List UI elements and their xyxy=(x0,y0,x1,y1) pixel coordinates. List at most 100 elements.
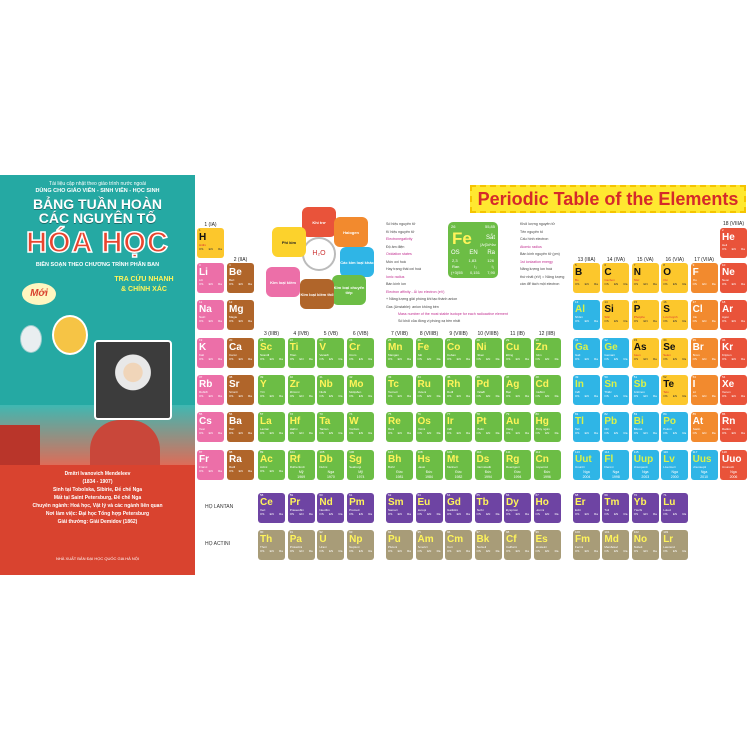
key-label-right: Mass number of the most stable isotope f… xyxy=(398,312,508,316)
cell-header: OS xyxy=(199,469,204,473)
cell-header: EN xyxy=(397,431,402,435)
cell-headers: OS EN Ra xyxy=(604,394,627,399)
cell-headers: OS EN Ra xyxy=(663,319,686,324)
element-name: Tantan xyxy=(319,427,329,431)
atomic-number: 73 xyxy=(319,412,323,416)
discovery-country: Nga xyxy=(730,470,737,474)
element-cell-mg: 12 Mg Magie OS EN Ra xyxy=(227,300,254,330)
element-symbol: Bh xyxy=(388,454,402,465)
atomic-number: 13 xyxy=(575,300,579,304)
atomic-number: 93 xyxy=(349,530,353,534)
cell-header: Ra xyxy=(682,549,687,553)
cell-header: OS xyxy=(349,357,354,361)
cell-header: Ra xyxy=(741,431,745,435)
cell-header: OS xyxy=(663,319,668,323)
element-name: Atatin xyxy=(692,427,701,431)
atomic-number: 85 xyxy=(692,412,696,416)
cell-headers: OS EN Ra xyxy=(319,357,342,362)
cell-headers: OS EN Ra xyxy=(575,394,598,399)
atomic-number: 50 xyxy=(604,375,608,379)
element-cell-er: 68 Er Ecbi OS EN Ra xyxy=(573,493,600,523)
atomic-number: 108 xyxy=(417,450,423,454)
cell-headers: OS EN Ra xyxy=(477,549,500,554)
cell-header: Ra xyxy=(652,549,657,553)
atomic-number: 46 xyxy=(476,375,480,379)
cell-header: OS xyxy=(575,282,580,286)
cell-header: OS xyxy=(229,282,234,286)
cell-header: EN xyxy=(702,282,707,286)
element-cell-li: 3 Li Liti OS EN Ra xyxy=(197,263,224,293)
cell-headers: OS EN Ra xyxy=(229,319,252,324)
new-badge: Mới xyxy=(22,283,56,305)
cell-headers: OS EN Ra xyxy=(604,512,627,517)
element-cell-es: 99 Es Einsteini OS EN Ra xyxy=(533,530,561,560)
cell-header: EN xyxy=(269,469,274,473)
cell-header: EN xyxy=(208,282,213,286)
element-cell-zr: 40 Zr Ziriconi OS EN Ra xyxy=(287,375,315,405)
cover-title-main: HÓA HỌC xyxy=(25,226,169,260)
discovery-country: Đức xyxy=(396,470,403,474)
cell-header: Ra xyxy=(218,357,222,361)
cell-header: OS xyxy=(633,431,639,435)
element-name: Beckeli xyxy=(476,545,487,549)
element-cell-ta: 73 Ta Tantan OS EN Ra xyxy=(317,412,345,442)
element-symbol: Hg xyxy=(535,416,549,427)
cell-header: EN xyxy=(614,512,619,516)
element-cell-rg: 111 Rg Roentgeni Đức 1994 xyxy=(504,450,531,480)
atomic-number: 28 xyxy=(476,338,480,342)
key-label-right: 1st ionization energy xyxy=(520,259,553,264)
element-symbol: Zn xyxy=(535,342,548,353)
element-name: Nhôm xyxy=(575,315,584,319)
cell-header: Ra xyxy=(248,394,252,398)
cell-header: EN xyxy=(672,319,678,323)
atomic-number: 60 xyxy=(319,493,323,497)
cell-header: Ra xyxy=(525,357,529,361)
cell-header: Ra xyxy=(218,394,222,398)
cell-headers: OS EN Ra xyxy=(506,394,529,399)
cell-header: EN xyxy=(397,357,402,361)
atomic-number: 115 xyxy=(633,450,639,454)
cell-headers: OS EN Ra xyxy=(477,512,500,517)
element-cell-rb: 37 Rb Rubiđi OS EN Ra xyxy=(197,375,224,405)
element-symbol: No xyxy=(633,534,648,545)
element-cell-f: 9 F Flo OS EN Ra xyxy=(690,263,718,293)
cell-header: Ra xyxy=(308,512,313,516)
element-symbol: Sr xyxy=(229,379,240,390)
cell-header: Ra xyxy=(279,512,283,516)
cell-header: OS xyxy=(535,549,540,553)
atomic-number: 21 xyxy=(260,338,264,342)
cell-header: Ra xyxy=(368,512,373,516)
cell-header: OS xyxy=(722,357,727,361)
element-name: Đysprosi xyxy=(506,508,518,512)
element-cell-as: 33 As Asen OS EN Ra xyxy=(631,338,659,368)
element-name: Clo xyxy=(692,315,698,319)
key-headers: OS EN Ra xyxy=(451,250,495,256)
cell-headers: OS EN Ra xyxy=(722,394,745,399)
cell-header: EN xyxy=(643,357,648,361)
cell-headers: OS EN Ra xyxy=(634,357,657,362)
element-symbol: Cn xyxy=(535,454,549,465)
element-cell-at: 85 At Atatin OS EN Ra xyxy=(690,412,718,442)
element-name: Heli xyxy=(722,243,728,247)
cell-header: EN xyxy=(208,431,213,435)
atomic-number: 64 xyxy=(447,493,451,497)
element-name: Fecmi xyxy=(575,545,584,549)
element-symbol: V xyxy=(319,342,327,353)
cell-header: EN xyxy=(208,319,213,323)
cell-header: EN xyxy=(238,282,243,286)
atomic-number: 10 xyxy=(722,263,726,267)
cell-headers: OS EN Ra xyxy=(388,357,411,362)
element-name: Sắt xyxy=(417,353,423,357)
element-symbol: Tc xyxy=(388,379,399,390)
atomic-number: 17 xyxy=(692,300,696,304)
discovery-year: 1974 xyxy=(356,475,365,479)
bio-line: Mất tại Saint Petersburg, Đế chế Nga xyxy=(53,495,142,501)
element-cell-o: 8 O Oxi OS EN Ra xyxy=(661,263,689,293)
element-name: Flo xyxy=(692,278,697,282)
atomic-number: 18 xyxy=(722,300,726,304)
cell-header: Ra xyxy=(338,431,343,435)
key-cell-fe: 26 55,85 Fe Sắt [Ar]3d⁶4s² OS EN Ra 2,3 1,8… xyxy=(448,222,498,278)
element-symbol: Ru xyxy=(417,379,431,390)
atomic-number: 82 xyxy=(604,412,608,416)
cell-header: Ra xyxy=(682,357,687,361)
